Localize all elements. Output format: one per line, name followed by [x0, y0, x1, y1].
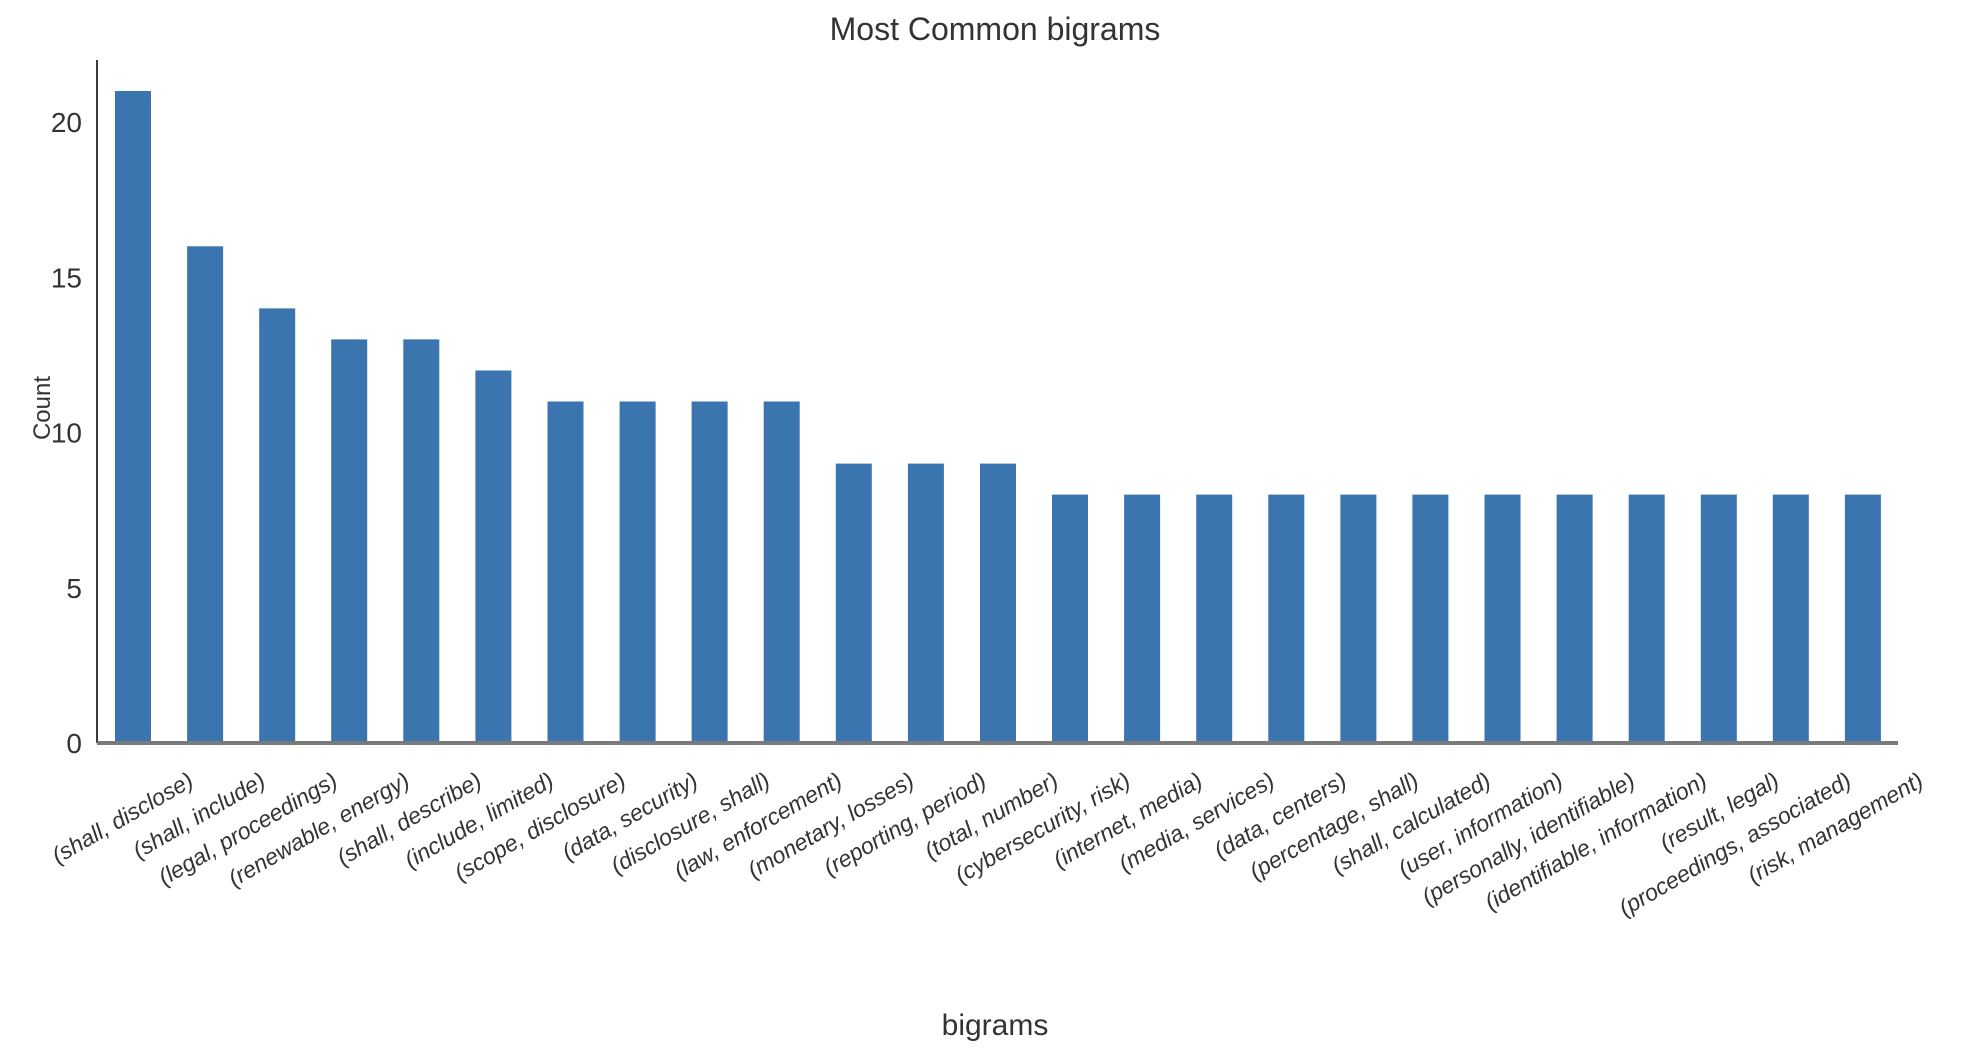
bar [835, 463, 872, 743]
y-axis-label: Count [29, 376, 56, 440]
y-tick-label: 0 [66, 728, 82, 759]
bar [1700, 494, 1737, 743]
y-tick-label: 15 [51, 262, 82, 293]
bar [907, 463, 944, 743]
y-tick-label: 10 [51, 418, 82, 449]
bar [1772, 494, 1809, 743]
bar [1844, 494, 1881, 743]
x-axis-label: bigrams [942, 1009, 1049, 1042]
bar [619, 401, 656, 743]
bar [475, 370, 512, 743]
bar [1628, 494, 1665, 743]
bar [331, 339, 368, 743]
bar [187, 246, 224, 744]
y-tick-label: 5 [66, 573, 82, 604]
bar [1340, 494, 1377, 743]
bar [763, 401, 800, 743]
bar [1484, 494, 1521, 743]
bar [1124, 494, 1161, 743]
bar [403, 339, 440, 743]
bar [547, 401, 584, 743]
chart-title: Most Common bigrams [830, 11, 1161, 47]
bar [259, 308, 296, 743]
bar [1556, 494, 1593, 743]
bar [691, 401, 728, 743]
bar [115, 91, 151, 743]
bar [1052, 494, 1088, 743]
y-tick-label: 20 [51, 107, 82, 138]
bar [1196, 494, 1233, 743]
bar [980, 463, 1016, 743]
bar [1412, 494, 1449, 743]
bar [1268, 494, 1305, 743]
